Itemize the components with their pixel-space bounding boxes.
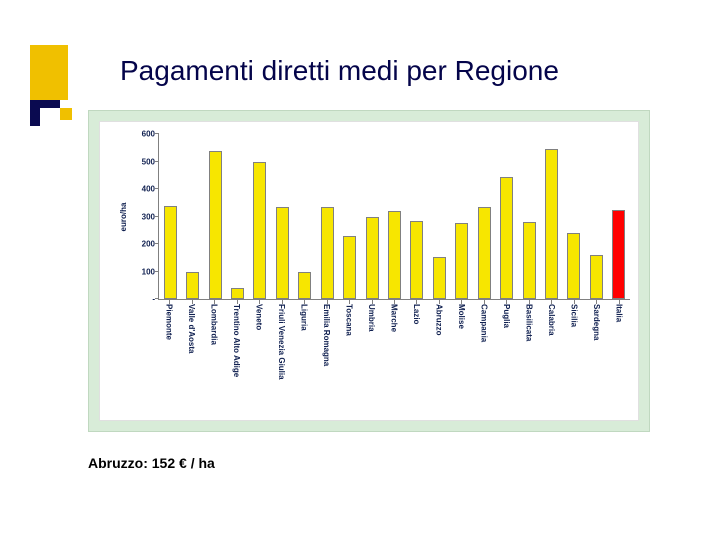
x-tick-label: Toscana xyxy=(345,304,354,336)
footnote: Abruzzo: 152 € / ha xyxy=(88,455,215,471)
x-tick-label: Italia xyxy=(614,304,623,322)
y-tick-mark xyxy=(155,161,159,162)
decor-block xyxy=(30,45,68,100)
y-tick-label: 300 xyxy=(142,212,155,221)
bar xyxy=(186,272,199,300)
x-tick-label: Umbria xyxy=(367,304,376,332)
x-tick-label: Sardegna xyxy=(592,304,601,340)
x-tick-label: Puglia xyxy=(502,304,511,328)
bar xyxy=(455,223,468,299)
y-tick-mark xyxy=(155,188,159,189)
decor-block xyxy=(30,106,40,126)
x-tick-label: Basilicata xyxy=(524,304,533,341)
bar xyxy=(209,151,222,300)
y-tick-label: - xyxy=(152,295,155,304)
bar xyxy=(567,233,580,299)
x-tick-label: Campania xyxy=(479,304,488,342)
bar xyxy=(321,207,334,299)
bar xyxy=(343,236,356,299)
bar xyxy=(276,207,289,299)
x-tick-label: Marche xyxy=(390,304,399,332)
bar xyxy=(388,211,401,299)
x-tick-label: Molise xyxy=(457,304,466,329)
y-tick-mark xyxy=(155,271,159,272)
x-tick-label: Calabria xyxy=(547,304,556,336)
chart-frame: euro/ha -100200300400500600 PiemonteVall… xyxy=(88,110,650,432)
y-tick-label: 600 xyxy=(142,130,155,139)
plot-area: euro/ha -100200300400500600 xyxy=(158,134,630,300)
page-title: Pagamenti diretti medi per Regione xyxy=(120,55,559,87)
x-tick-label: Sicilia xyxy=(569,304,578,327)
x-tick-label: Friuli Venezia Giulia xyxy=(277,304,286,380)
bar xyxy=(545,149,558,299)
bar xyxy=(164,206,177,300)
y-tick-mark xyxy=(155,216,159,217)
x-tick-label: Veneto xyxy=(255,304,264,330)
bar xyxy=(478,207,491,299)
bar xyxy=(410,221,423,299)
bar xyxy=(231,288,244,299)
bar xyxy=(298,272,311,300)
y-tick-label: 400 xyxy=(142,185,155,194)
y-tick-label: 200 xyxy=(142,240,155,249)
x-tick-label: Valle d'Aosta xyxy=(187,304,196,353)
chart-inner: euro/ha -100200300400500600 PiemonteVall… xyxy=(99,121,639,421)
x-tick-label: Trentino Alto Adige xyxy=(232,304,241,377)
bar xyxy=(500,177,513,299)
x-tick-label: Piemonte xyxy=(165,304,174,340)
bar xyxy=(523,222,536,299)
y-tick-mark xyxy=(155,243,159,244)
y-tick-label: 100 xyxy=(142,267,155,276)
bar xyxy=(612,210,625,299)
x-tick-label: Lazio xyxy=(412,304,421,324)
y-tick-mark xyxy=(155,133,159,134)
bar xyxy=(366,217,379,300)
y-tick-mark xyxy=(155,298,159,299)
bar xyxy=(590,255,603,299)
x-tick-label: Lombardia xyxy=(210,304,219,345)
x-tick-label: Emilia Romagna xyxy=(322,304,331,366)
x-tick-label: Liguria xyxy=(300,304,309,331)
y-tick-label: 500 xyxy=(142,157,155,166)
bar xyxy=(253,162,266,300)
x-tick-label: Abruzzo xyxy=(434,304,443,336)
y-axis-label: euro/ha xyxy=(119,202,128,231)
bar xyxy=(433,257,446,299)
decor-block xyxy=(60,108,72,120)
